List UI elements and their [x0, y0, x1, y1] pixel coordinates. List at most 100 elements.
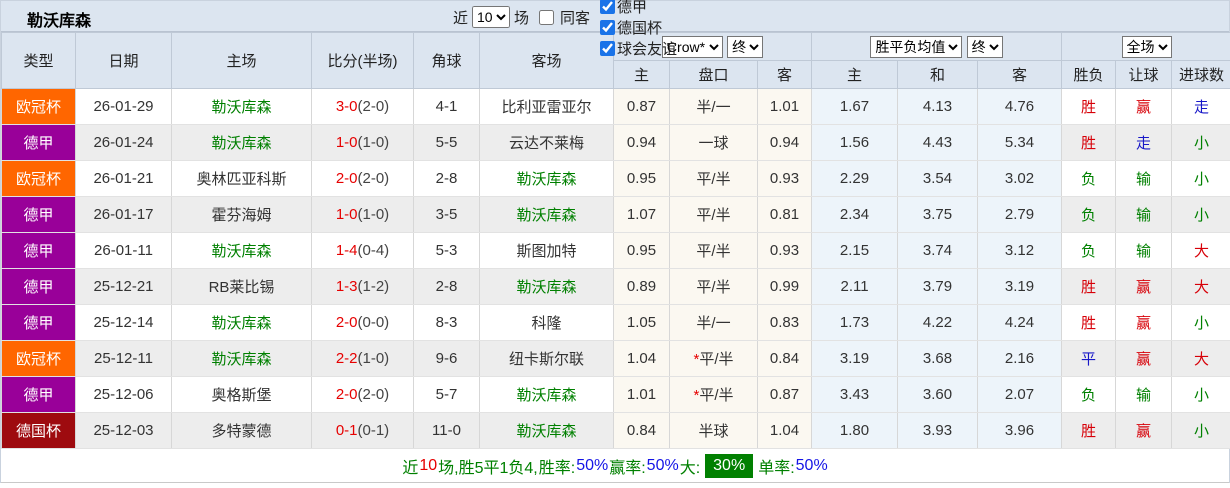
handicap-text: 半/一 — [696, 315, 731, 332]
avg-draw-odds: 3.93 — [897, 412, 979, 449]
topbar: 勒沃库森 近 10 场 同客 欧冠杯德甲德国杯球会友谊 — [1, 0, 1229, 58]
match-row: 德甲 26-01-11 勒沃库森 1-4(0-4) 5-3 斯图加特 0.95 … — [1, 232, 1230, 269]
league-filters: 欧冠杯德甲德国杯球会友谊 — [594, 0, 677, 59]
result-wdl: 负 — [1061, 376, 1117, 413]
recent-count-select[interactable]: 10 — [472, 6, 511, 28]
avg-draw-odds: 3.75 — [897, 196, 979, 233]
avg-away-odds: 3.02 — [977, 160, 1063, 197]
avg-away-odds: 2.16 — [977, 340, 1063, 377]
handicap-line: 平/半 — [669, 268, 758, 305]
match-row: 德甲 26-01-24 勒沃库森 1-0(1-0) 5-5 云达不莱梅 0.94… — [1, 124, 1230, 161]
same-opponent-label: 同客 — [560, 9, 591, 27]
scope-select[interactable]: 全场 — [1121, 35, 1172, 58]
sub-header-handicap: 盘口 — [669, 60, 758, 89]
home-team: 奥林匹亚科斯 — [171, 160, 312, 197]
league-badge: 德甲 — [1, 268, 76, 305]
league-badge: 德甲 — [1, 196, 76, 233]
score-cell: 1-0(1-0) — [311, 196, 414, 233]
avg-draw-odds: 3.68 — [897, 340, 979, 377]
home-odds: 1.07 — [613, 196, 670, 233]
match-row: 德甲 25-12-21 RB莱比锡 1-3(1-2) 2-8 勒沃库森 0.89… — [1, 268, 1230, 305]
avg-draw-odds: 3.74 — [897, 232, 979, 269]
away-team: 勒沃库森 — [479, 412, 614, 449]
home-team: 勒沃库森 — [171, 124, 312, 161]
away-odds: 1.04 — [757, 412, 813, 449]
col-header-score: 比分(半场) — [311, 32, 414, 89]
odds-time-select[interactable]: 终 — [727, 35, 764, 58]
league-badge: 德甲 — [1, 304, 76, 341]
result-goals: 大 — [1171, 268, 1230, 305]
result-goals: 小 — [1171, 160, 1230, 197]
sub-header-handicap-result: 让球 — [1115, 60, 1173, 89]
summary-footer: 近 10 场,胜5平1负4, 胜率: 50% 赢率: 50% 大: 30% 单率: 50% — [1, 449, 1229, 483]
match-date: 26-01-17 — [75, 196, 172, 233]
match-rows: 欧冠杯 26-01-29 勒沃库森 3-0(2-0) 4-1 比利亚雷亚尔 0.… — [1, 88, 1230, 449]
result-goals: 大 — [1171, 232, 1230, 269]
summary-part: 30% — [705, 453, 754, 478]
halftime-score: (0-0) — [357, 314, 390, 331]
score-cell: 3-0(2-0) — [311, 88, 414, 125]
avg-draw-odds: 3.79 — [897, 268, 979, 305]
league-filter-checkbox[interactable] — [600, 0, 616, 14]
halftime-score: (1-0) — [357, 350, 390, 367]
result-wdl: 胜 — [1061, 412, 1117, 449]
summary-part: 近 — [402, 459, 419, 477]
handicap-text: 平/半 — [696, 207, 731, 224]
away-team: 纽卡斯尔联 — [479, 340, 614, 377]
away-team: 科隆 — [479, 304, 614, 341]
match-date: 26-01-24 — [75, 124, 172, 161]
avg-away-odds: 2.07 — [977, 376, 1063, 413]
fulltime-score: 1-0 — [335, 206, 358, 223]
corner-count: 5-5 — [413, 124, 480, 161]
result-wdl: 胜 — [1061, 88, 1117, 125]
home-team: 勒沃库森 — [171, 340, 312, 377]
avg-draw-odds: 3.60 — [897, 376, 979, 413]
col-header-home: 主场 — [171, 32, 312, 89]
fulltime-score: 1-0 — [335, 134, 358, 151]
result-handicap: 赢 — [1115, 88, 1173, 125]
odds-source-select[interactable]: Crow* — [661, 35, 723, 58]
away-team: 勒沃库森 — [479, 376, 614, 413]
result-wdl: 胜 — [1061, 304, 1117, 341]
handicap-text: 半/一 — [696, 99, 731, 116]
result-goals: 小 — [1171, 304, 1230, 341]
home-team: 勒沃库森 — [171, 88, 312, 125]
table-header: 类型 日期 主场 比分(半场) 角球 客场 Crow* 终 胜平负均值 终 全场 — [1, 32, 1230, 89]
league-badge: 欧冠杯 — [1, 160, 76, 197]
handicap-text: 平/半 — [696, 279, 731, 296]
match-row: 德甲 25-12-06 奥格斯堡 2-0(2-0) 5-7 勒沃库森 1.01 … — [1, 376, 1230, 413]
match-row: 欧冠杯 26-01-21 奥林匹亚科斯 2-0(2-0) 2-8 勒沃库森 0.… — [1, 160, 1230, 197]
handicap-line: 一球 — [669, 124, 758, 161]
result-wdl: 平 — [1061, 340, 1117, 377]
col-header-type: 类型 — [1, 32, 76, 89]
result-wdl: 负 — [1061, 196, 1117, 233]
avg-home-odds: 1.56 — [811, 124, 899, 161]
summary-part: 赢率: — [609, 459, 646, 477]
handicap-text: 半球 — [698, 423, 729, 440]
match-row: 欧冠杯 26-01-29 勒沃库森 3-0(2-0) 4-1 比利亚雷亚尔 0.… — [1, 88, 1230, 125]
avg-home-odds: 3.19 — [811, 340, 899, 377]
score-cell: 2-0(2-0) — [311, 376, 414, 413]
home-team: 霍芬海姆 — [171, 196, 312, 233]
home-odds: 1.05 — [613, 304, 670, 341]
sub-header-avg-draw: 和 — [897, 60, 979, 89]
avg-draw-odds: 3.54 — [897, 160, 979, 197]
corner-count: 3-5 — [413, 196, 480, 233]
match-date: 25-12-06 — [75, 376, 172, 413]
avg-type-select[interactable]: 胜平负均值 — [870, 35, 963, 58]
avg-time-select[interactable]: 终 — [966, 35, 1003, 58]
fulltime-score: 1-4 — [335, 242, 358, 259]
avg-away-odds: 3.12 — [977, 232, 1063, 269]
same-opponent-checkbox[interactable] — [539, 9, 555, 25]
league-filter-checkbox[interactable] — [600, 20, 616, 35]
handicap-line: 平/半 — [669, 160, 758, 197]
away-team: 比利亚雷亚尔 — [479, 88, 614, 125]
fulltime-score: 2-0 — [335, 386, 358, 403]
avg-home-odds: 1.67 — [811, 88, 899, 125]
away-odds: 0.94 — [757, 124, 813, 161]
league-filter-checkbox[interactable] — [600, 41, 616, 56]
halftime-score: (2-0) — [357, 386, 390, 403]
match-row: 德国杯 25-12-03 多特蒙德 0-1(0-1) 11-0 勒沃库森 0.8… — [1, 412, 1230, 449]
result-wdl: 负 — [1061, 232, 1117, 269]
